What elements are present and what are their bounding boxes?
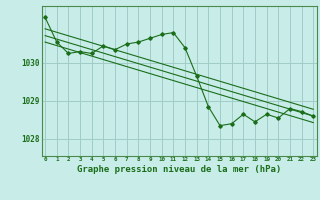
- X-axis label: Graphe pression niveau de la mer (hPa): Graphe pression niveau de la mer (hPa): [77, 165, 281, 174]
